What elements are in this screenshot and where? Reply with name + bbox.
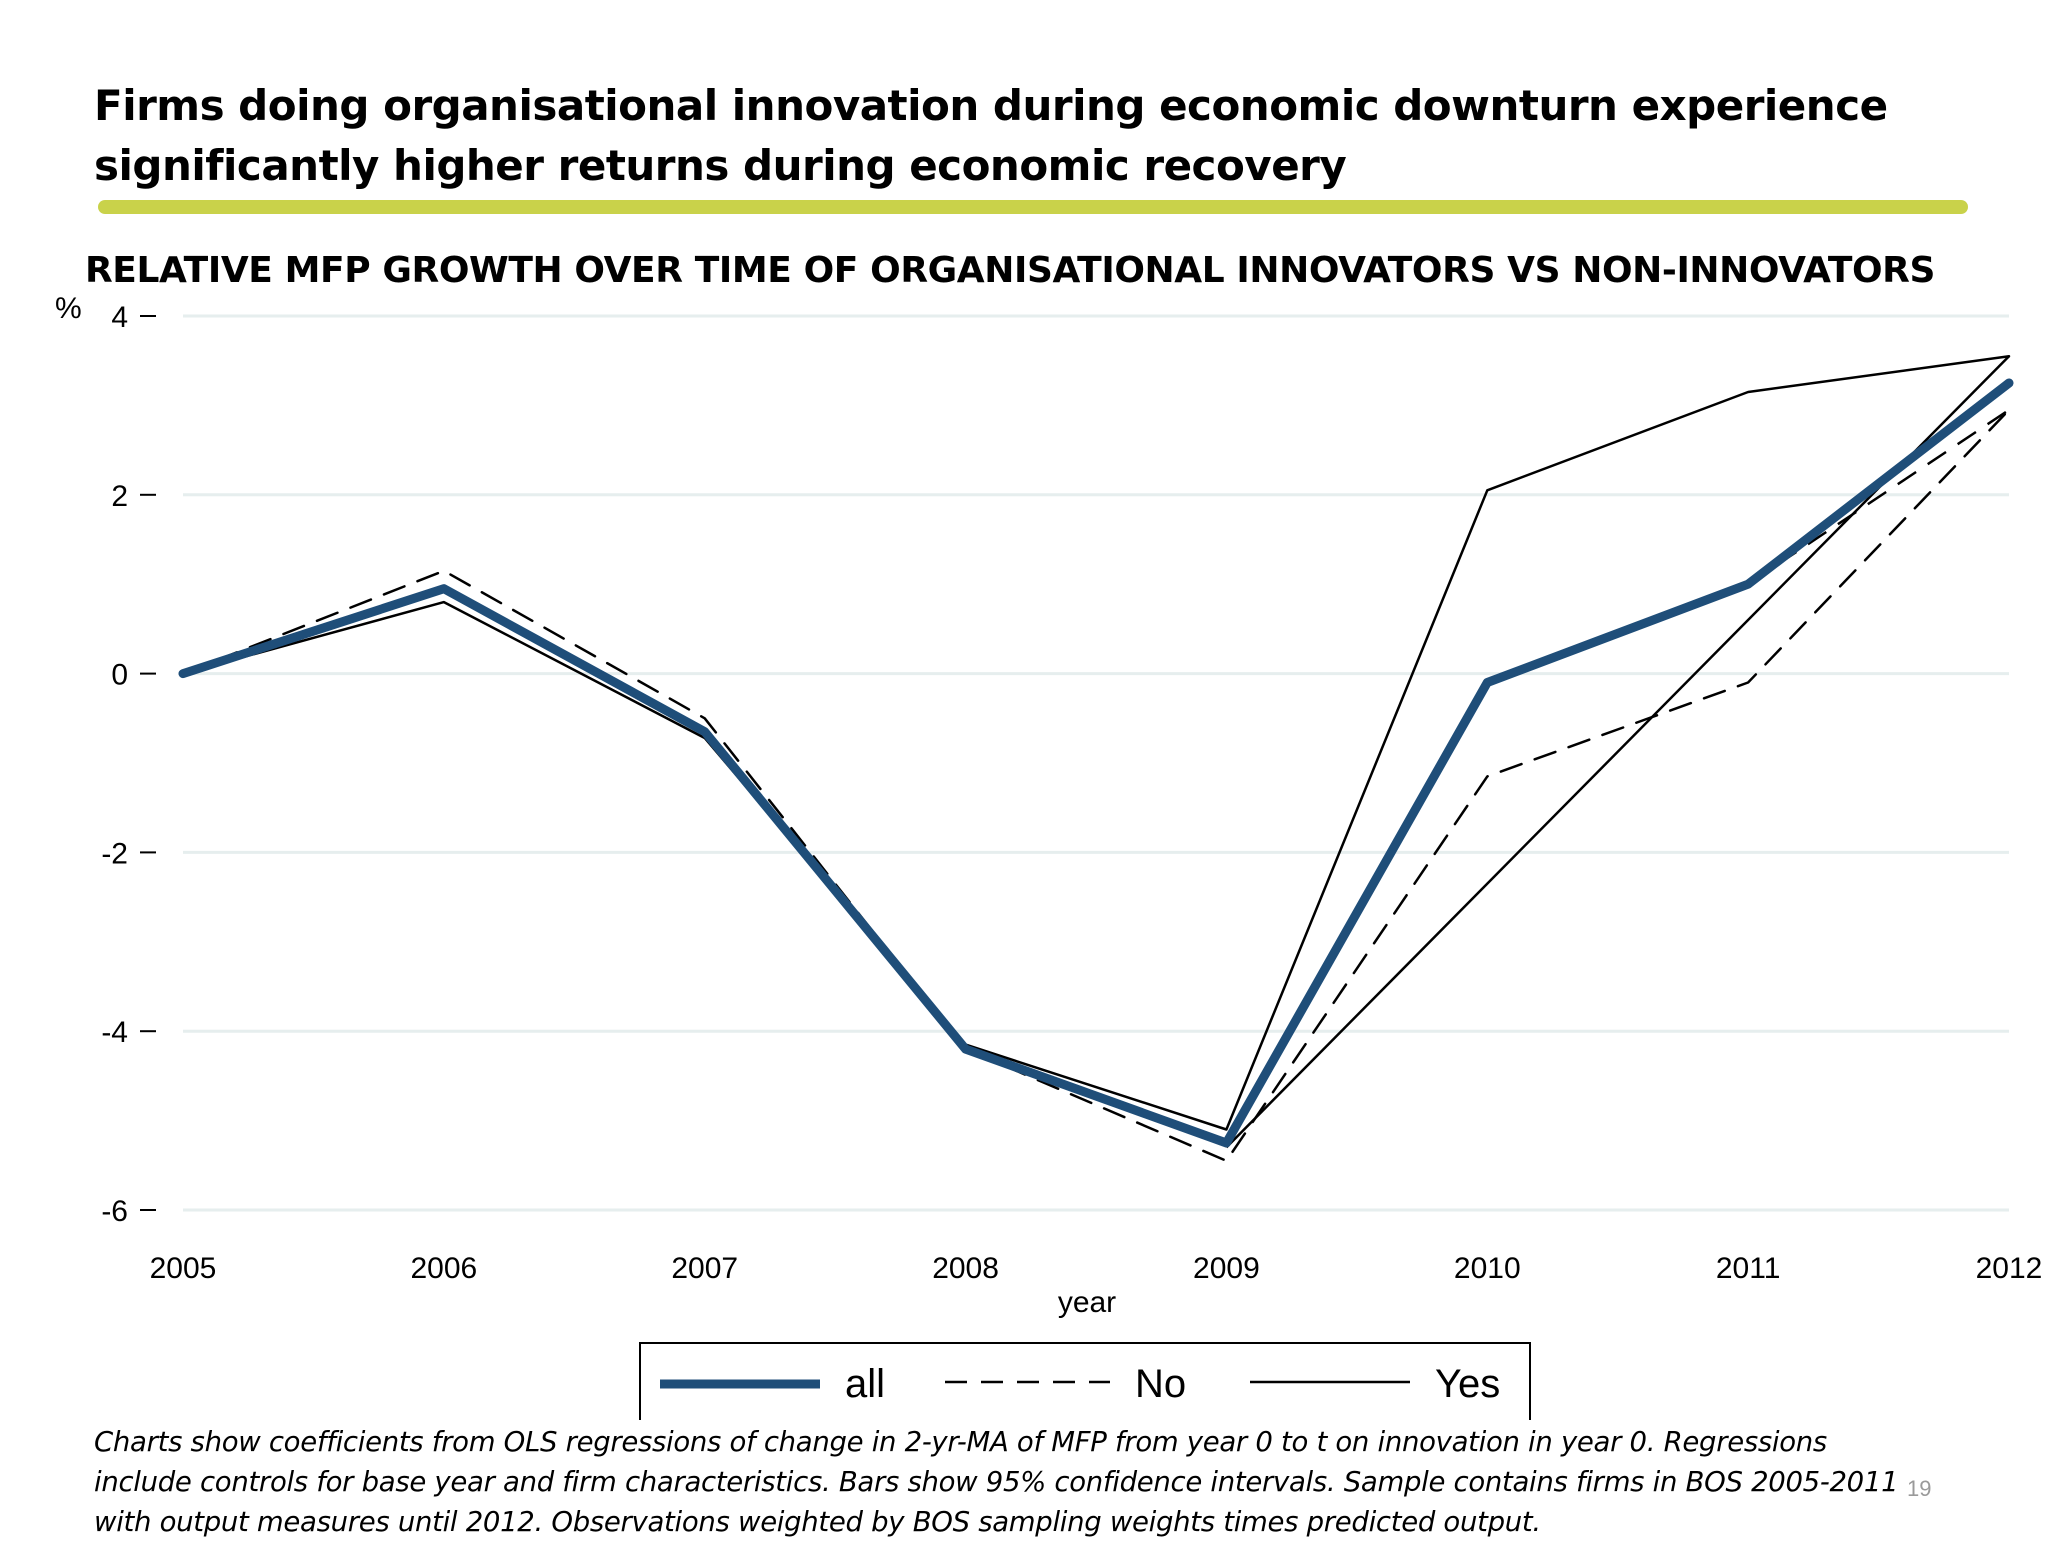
chart-footnote: Charts show coefficients from OLS regres… (94, 1422, 1954, 1542)
footnote-line-3: with output measures until 2012. Observa… (94, 1506, 1541, 1538)
x-axis-ticks: 2005 2006 2007 2008 2009 2010 2011 2012 (150, 1252, 2043, 1285)
y-tick-label: 2 (111, 480, 128, 513)
grid-lines (183, 314, 2009, 1212)
x-tick-label: 2010 (1454, 1252, 1521, 1285)
chart-title: RELATIVE MFP GROWTH OVER TIME OF ORGANIS… (85, 250, 1935, 291)
series-line-no (181, 408, 2011, 1163)
page-number: 19 (1907, 1476, 1932, 1501)
y-tick-label: -4 (101, 1016, 128, 1049)
x-axis-label: year (1058, 1286, 1116, 1319)
chart-legend: all No Yes (639, 1342, 1531, 1420)
legend-label-no: No (1135, 1362, 1186, 1406)
series-lines (178, 354, 2014, 1163)
x-tick-label: 2006 (410, 1252, 477, 1285)
x-tick-label: 2008 (932, 1252, 999, 1285)
y-tick-label: -6 (101, 1195, 128, 1228)
x-tick-label: 2009 (1193, 1252, 1260, 1285)
slide-title-line-1: Firms doing organisational innovation du… (94, 81, 1888, 130)
y-axis-unit-label: % (55, 292, 82, 325)
y-tick-label: 0 (111, 659, 128, 692)
footnote-line-1: Charts show coefficients from OLS regres… (94, 1426, 1827, 1458)
series-line-all (178, 378, 2014, 1148)
series-line-yes (181, 354, 2011, 1131)
mfp-line-chart: RELATIVE MFP GROWTH OVER TIME OF ORGANIS… (55, 250, 2043, 1420)
x-tick-label: 2011 (1716, 1252, 1781, 1285)
footnote-line-2: include controls for base year and firm … (94, 1466, 1899, 1498)
y-tick-label: 4 (111, 301, 128, 334)
y-tick-label: -2 (101, 837, 128, 870)
x-tick-label: 2005 (150, 1252, 217, 1285)
slide-title-line-2: significantly higher returns during econ… (94, 141, 1347, 190)
x-tick-label: 2012 (1976, 1252, 2043, 1285)
slide-title: Firms doing organisational innovation du… (94, 76, 1974, 196)
legend-label-all: all (845, 1362, 885, 1406)
x-tick-label: 2007 (671, 1252, 738, 1285)
legend-label-yes: Yes (1435, 1362, 1500, 1406)
title-underline-bar (98, 200, 1968, 214)
y-axis-ticks: 4 2 0 -2 -4 -6 (101, 301, 156, 1228)
